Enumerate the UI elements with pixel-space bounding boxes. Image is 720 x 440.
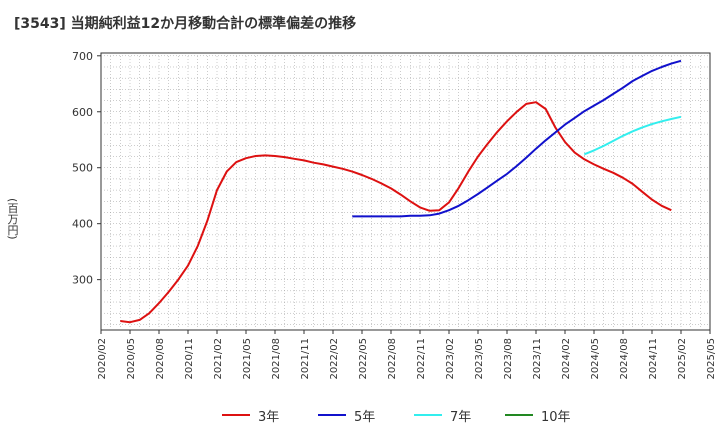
legend-label: 7年 bbox=[450, 409, 472, 425]
series-line-3y bbox=[120, 101, 672, 324]
y-tick-label: 300 bbox=[72, 274, 93, 287]
y-tick-label: 600 bbox=[72, 106, 93, 119]
x-tick-label: 2022/02 bbox=[329, 338, 340, 380]
x-tick-label: 2023/02 bbox=[445, 338, 456, 380]
x-tick-label: 2021/02 bbox=[213, 338, 224, 380]
legend-swatch bbox=[414, 414, 442, 416]
x-tick-label: 2021/11 bbox=[300, 338, 311, 380]
x-tick-label: 2023/05 bbox=[474, 338, 485, 380]
x-tick-label: 2020/08 bbox=[155, 338, 166, 380]
legend: 3年 5年 7年 10年 bbox=[0, 404, 720, 426]
legend-label: 10年 bbox=[541, 409, 571, 425]
x-tick-label: 2022/08 bbox=[387, 338, 398, 380]
legend-swatch bbox=[222, 414, 250, 416]
x-tick-label: 2024/05 bbox=[590, 338, 601, 380]
x-tick-label: 2020/11 bbox=[184, 338, 195, 380]
legend-swatch bbox=[318, 414, 346, 416]
series-line-7y bbox=[583, 115, 682, 156]
x-tick-label: 2021/08 bbox=[271, 338, 282, 380]
x-tick-label: 2023/08 bbox=[503, 338, 514, 380]
x-tick-label: 2020/05 bbox=[126, 338, 137, 380]
legend-item-3y: 3年 bbox=[222, 404, 279, 426]
legend-label: 3年 bbox=[258, 409, 280, 425]
series-lines bbox=[120, 59, 682, 324]
x-tick-label: 2025/05 bbox=[706, 338, 717, 380]
x-tick-label: 2024/08 bbox=[619, 338, 630, 380]
plot-area bbox=[100, 52, 711, 331]
y-tick-label: 500 bbox=[72, 162, 93, 175]
x-tick-label: 2024/02 bbox=[561, 338, 572, 380]
grid bbox=[101, 53, 710, 330]
series-line-5y bbox=[352, 59, 682, 218]
legend-item-5y: 5年 bbox=[318, 404, 375, 426]
legend-item-10y: 10年 bbox=[505, 404, 571, 426]
x-ticks: 2020/02 2020/05 2020/08 2020/11 2021/02 2021/… bbox=[97, 330, 717, 380]
legend-item-7y: 7年 bbox=[414, 404, 471, 426]
legend-label: 5年 bbox=[354, 409, 376, 425]
y-tick-label: 700 bbox=[72, 50, 93, 63]
x-tick-label: 2025/02 bbox=[677, 338, 688, 380]
x-tick-label: 2023/11 bbox=[532, 338, 543, 380]
chart-title: [3543] 当期純利益12か月移動合計の標準偏差の推移 bbox=[14, 16, 357, 32]
y-tick-label: 400 bbox=[72, 218, 93, 231]
x-tick-label: 2022/11 bbox=[416, 338, 427, 380]
legend-swatch bbox=[505, 414, 533, 416]
x-tick-label: 2024/11 bbox=[648, 338, 659, 380]
x-tick-label: 2021/05 bbox=[242, 338, 253, 380]
x-tick-label: 2020/02 bbox=[97, 338, 108, 380]
y-axis-label: (百万円) bbox=[6, 198, 19, 240]
x-tick-label: 2022/05 bbox=[358, 338, 369, 380]
y-ticks: 300 400 500 600 700 bbox=[72, 50, 101, 287]
